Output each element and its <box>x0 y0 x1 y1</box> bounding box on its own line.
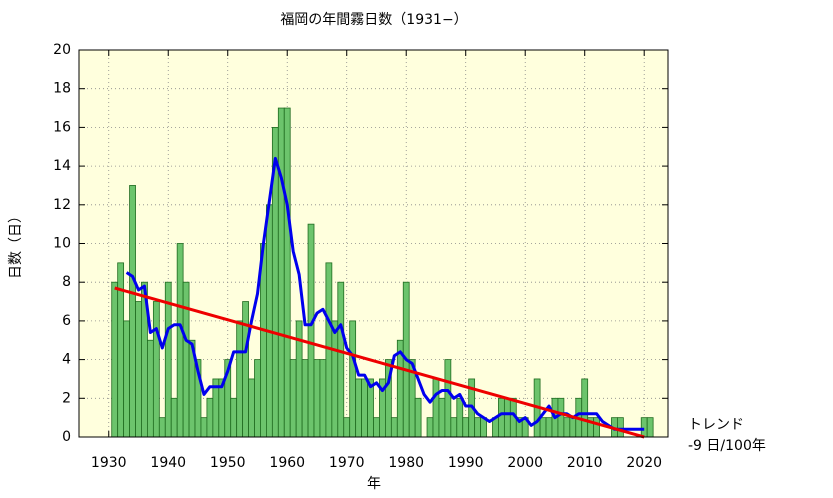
bar <box>462 417 470 438</box>
bar <box>248 378 255 438</box>
x-axis-label: 年 <box>367 476 381 492</box>
bar <box>361 378 368 438</box>
x-tick-label: 1940 <box>150 455 186 471</box>
bar <box>307 223 315 438</box>
bar <box>456 397 464 438</box>
bar <box>123 320 130 438</box>
bar <box>373 417 380 438</box>
bar <box>111 281 119 438</box>
bar <box>355 378 363 438</box>
x-tick-label: 1970 <box>329 455 365 471</box>
bar <box>593 417 600 438</box>
bar <box>349 320 357 438</box>
y-tick-label: 18 <box>53 81 71 97</box>
y-tick-label: 16 <box>53 119 71 135</box>
bar <box>557 397 565 438</box>
bar <box>617 417 624 438</box>
y-tick-label: 12 <box>53 197 71 213</box>
bar <box>498 397 505 438</box>
x-tick-label: 1960 <box>269 455 305 471</box>
y-tick-label: 0 <box>62 429 71 445</box>
y-tick-label: 10 <box>53 236 71 252</box>
bar <box>646 417 654 438</box>
bar <box>176 243 184 438</box>
x-tick-label: 2020 <box>626 455 662 471</box>
x-tick-label: 2010 <box>567 455 603 471</box>
bar <box>266 204 273 438</box>
bar <box>182 281 190 438</box>
bar <box>230 397 238 438</box>
bar <box>135 301 142 438</box>
bar <box>158 417 166 438</box>
bar <box>206 397 214 438</box>
bar <box>426 417 434 438</box>
bar <box>152 301 160 438</box>
bar <box>438 397 446 438</box>
bar <box>414 397 422 438</box>
bar <box>569 417 577 438</box>
bar <box>289 359 297 438</box>
y-tick-label: 14 <box>53 158 71 174</box>
bar <box>432 378 440 438</box>
bar <box>343 417 351 438</box>
y-tick-label: 4 <box>62 352 71 368</box>
bar <box>277 107 285 438</box>
bar <box>474 417 481 438</box>
y-axis-label: 日数（日） <box>8 209 24 279</box>
bar <box>164 281 172 438</box>
line <box>114 286 645 439</box>
bar <box>640 417 648 438</box>
y-tick-label: 20 <box>53 42 71 58</box>
x-tick-label: 1990 <box>448 455 484 471</box>
bar <box>450 417 458 438</box>
x-tick-label: 1950 <box>210 455 246 471</box>
x-tick-label: 2000 <box>507 455 543 471</box>
x-tick-label: 1930 <box>91 455 127 471</box>
bar <box>301 359 309 438</box>
bar <box>170 397 178 438</box>
annotation: -9 日/100年 <box>688 438 766 454</box>
bar <box>283 107 291 438</box>
bar <box>444 359 452 438</box>
bar <box>563 417 571 438</box>
line <box>125 156 645 431</box>
y-tick-label: 2 <box>62 390 71 406</box>
bar <box>331 320 339 438</box>
bar <box>319 359 327 438</box>
annotation: トレンド <box>688 417 744 433</box>
bar <box>147 339 154 438</box>
bar <box>313 359 321 438</box>
bar <box>539 417 547 438</box>
x-tick-label: 1980 <box>388 455 424 471</box>
y-tick-label: 8 <box>62 274 71 290</box>
bar <box>337 281 345 438</box>
bar <box>503 397 511 438</box>
bar <box>242 301 249 438</box>
bar <box>390 417 398 438</box>
bar <box>129 185 136 438</box>
chart-title: 福岡の年間霧日数（1931−） <box>280 12 467 28</box>
bar <box>581 378 589 438</box>
bar <box>200 417 208 438</box>
y-tick-label: 6 <box>62 313 71 329</box>
bar <box>545 417 553 438</box>
bar <box>236 320 244 438</box>
plot-border <box>78 49 669 438</box>
bar <box>254 359 261 438</box>
